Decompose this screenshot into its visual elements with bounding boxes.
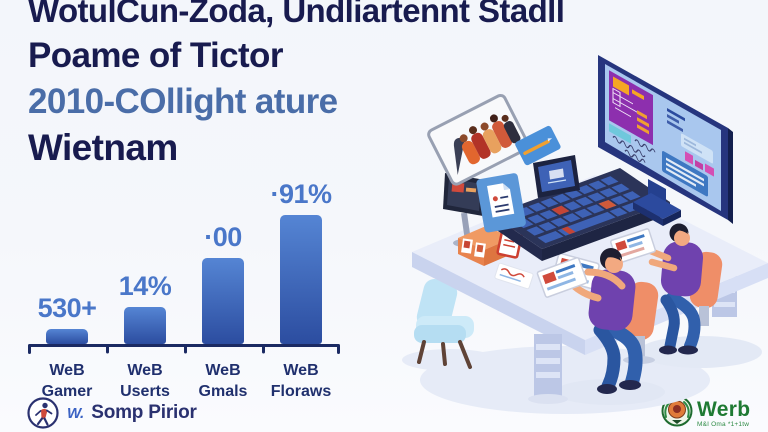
footer-right-brand: Werb M&I Oma *1+1tw	[660, 394, 750, 429]
armchair-icon	[414, 278, 474, 369]
footer-left-name: Somp Pirior	[91, 402, 197, 423]
workspace-illustration	[402, 55, 768, 414]
tablet-icon	[610, 228, 656, 264]
footer-right-name: Werb	[697, 398, 751, 421]
document-card-icon	[476, 173, 526, 233]
bar-group: ·91%	[262, 181, 340, 344]
bar-group: 530+	[28, 295, 106, 344]
runner-logo-icon	[27, 397, 59, 429]
person-icon	[536, 248, 659, 394]
bar-value-label: 14%	[118, 271, 172, 301]
bar	[46, 329, 88, 344]
footer-right-tagline: M&I Oma *1+1tw	[697, 421, 750, 428]
pencil-card-icon	[515, 125, 561, 166]
tablet-icon	[536, 257, 588, 298]
title-line-2: Poame of Tictor	[28, 36, 283, 75]
bar	[202, 258, 244, 344]
monitor-icon	[598, 55, 733, 226]
bar-category-label: WeB Gamer	[41, 362, 93, 400]
monitor-screen-content	[609, 70, 714, 197]
footer-left-mark: W.	[67, 404, 85, 422]
paper-icon	[494, 262, 534, 290]
bar-chart-categories: WeB Gamer WeB Userts WeB Gmals WeB Floraws	[28, 361, 340, 403]
bar-group: 14%	[106, 273, 184, 344]
bar-category-label: WeB Floraws	[270, 362, 332, 400]
bar-value-label: ·91%	[270, 179, 332, 209]
bar	[124, 307, 166, 344]
mini-display-icon	[533, 155, 580, 198]
media-card-icon	[427, 93, 530, 186]
title-line-1: WotulCun-Zoda, Undliartennt Stadll	[28, 0, 565, 29]
footer-left-brand: W. Somp Pirior	[26, 396, 197, 430]
register-icon	[458, 226, 512, 266]
bar-category-label: WeB Userts	[120, 362, 170, 400]
bar-value-label: ·00	[204, 222, 242, 252]
bar-value-label: 530+	[37, 293, 97, 323]
person-icon	[610, 223, 723, 355]
bar-chart: 530+ 14% ·00 ·91% WeB Gamer WeB Userts WeB Gmals…	[28, 179, 340, 403]
desk-leg-center	[528, 334, 568, 404]
x-axis	[28, 344, 340, 354]
wreath-emblem-icon	[661, 395, 693, 427]
bar	[280, 215, 322, 344]
title-line-4: Wietnam	[28, 127, 178, 168]
keyboard-icon	[492, 168, 670, 261]
title-line-3: 2010-COllight ature	[28, 82, 338, 121]
bar-chart-bars: 530+ 14% ·00 ·91%	[28, 179, 340, 344]
bar-category-label: WeB Gmals	[198, 362, 248, 400]
bar-group: ·00	[184, 224, 262, 344]
